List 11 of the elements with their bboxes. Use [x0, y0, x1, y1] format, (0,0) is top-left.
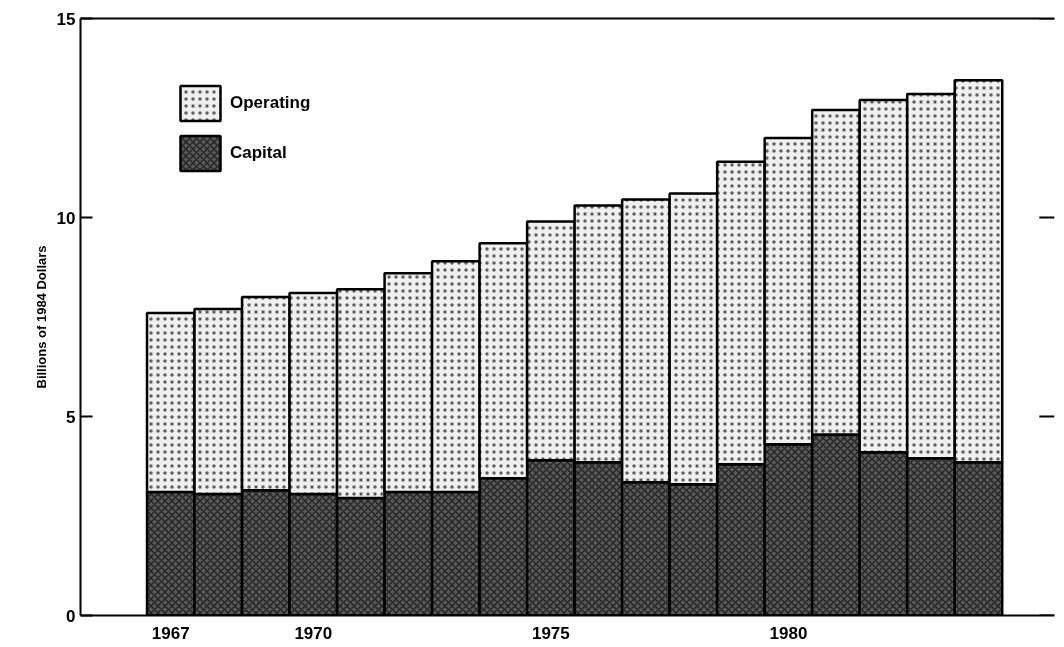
y-tick-label: 5: [66, 407, 76, 427]
y-tick-label: 10: [56, 208, 76, 228]
y-tick-label: 15: [56, 9, 76, 29]
y-axis-title: Billions of 1984 Dollars: [33, 245, 49, 389]
y-tick-label: 0: [66, 606, 76, 626]
x-tick-label: 1970: [294, 623, 333, 643]
x-tick-label: 1980: [769, 623, 808, 643]
x-tick-label: 1975: [531, 623, 570, 643]
legend-label: Operating: [230, 93, 311, 113]
x-tick-label: 1967: [151, 623, 190, 643]
legend-label: Capital: [230, 143, 287, 163]
